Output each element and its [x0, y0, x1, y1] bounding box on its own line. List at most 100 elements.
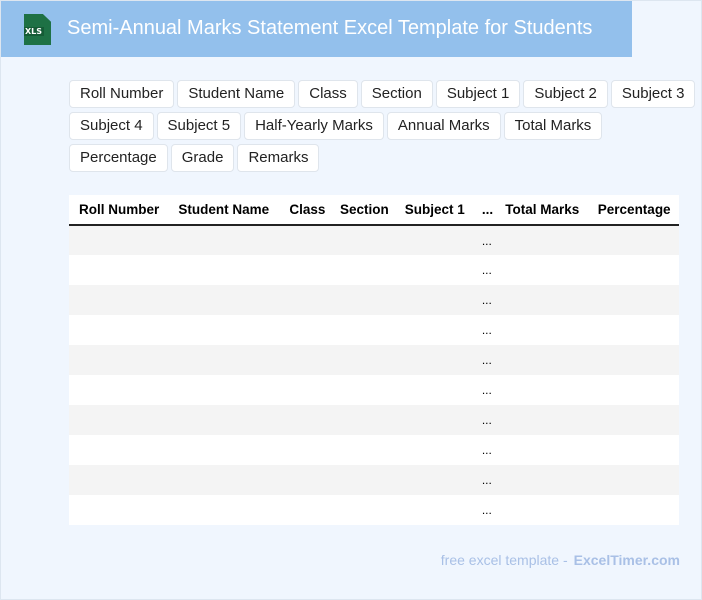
table-cell[interactable]: ... — [471, 225, 496, 255]
table-cell[interactable] — [279, 375, 331, 405]
table-cell[interactable] — [279, 315, 331, 345]
table-cell[interactable] — [168, 345, 280, 375]
table-cell[interactable] — [394, 315, 472, 345]
table-cell[interactable] — [394, 435, 472, 465]
table-cell[interactable] — [394, 255, 472, 285]
table-cell[interactable] — [168, 375, 280, 405]
brand-link[interactable]: ExcelTimer.com — [573, 552, 680, 568]
table-cell[interactable] — [330, 225, 395, 255]
table-cell[interactable]: ... — [471, 375, 496, 405]
table-cell[interactable] — [279, 225, 331, 255]
table-cell[interactable] — [69, 375, 169, 405]
table-cell[interactable] — [587, 495, 679, 525]
table-row: ... — [69, 285, 679, 315]
field-tag[interactable]: Roll Number — [69, 80, 175, 108]
table-cell[interactable] — [587, 315, 679, 345]
table-cell[interactable] — [587, 285, 679, 315]
field-tag[interactable]: Class — [298, 80, 358, 108]
table-cell[interactable] — [587, 255, 679, 285]
table-cell[interactable] — [168, 315, 280, 345]
table-cell[interactable] — [495, 285, 588, 315]
field-tag[interactable]: Student Name — [177, 80, 296, 108]
field-tag[interactable]: Subject 4 — [69, 112, 154, 140]
table-cell[interactable] — [69, 405, 169, 435]
table-cell[interactable]: ... — [471, 495, 496, 525]
table-cell[interactable] — [168, 495, 280, 525]
table-cell[interactable] — [279, 285, 331, 315]
table-cell[interactable] — [394, 405, 472, 435]
table-cell[interactable] — [394, 225, 472, 255]
table-cell[interactable] — [279, 435, 331, 465]
table-cell[interactable] — [394, 495, 472, 525]
field-tag[interactable]: Remarks — [237, 144, 320, 172]
table-cell[interactable] — [587, 465, 679, 495]
table-cell[interactable] — [69, 465, 169, 495]
table-cell[interactable] — [69, 435, 169, 465]
table-cell[interactable] — [587, 225, 679, 255]
table-cell[interactable] — [168, 465, 280, 495]
field-tag[interactable]: Half-Yearly Marks — [244, 112, 384, 140]
table-cell[interactable]: ... — [471, 315, 496, 345]
table-cell[interactable] — [587, 435, 679, 465]
table-cell[interactable] — [495, 405, 588, 435]
table-cell[interactable] — [168, 405, 280, 435]
table-cell[interactable] — [69, 315, 169, 345]
table-cell[interactable] — [587, 345, 679, 375]
table-cell[interactable]: ... — [471, 405, 496, 435]
table-cell[interactable] — [394, 375, 472, 405]
table-cell[interactable] — [330, 255, 395, 285]
table-cell[interactable] — [330, 375, 395, 405]
table-cell[interactable] — [279, 255, 331, 285]
table-cell[interactable] — [495, 225, 588, 255]
table-cell[interactable] — [394, 345, 472, 375]
table-cell[interactable] — [394, 465, 472, 495]
table-cell[interactable] — [69, 495, 169, 525]
table-cell[interactable] — [587, 375, 679, 405]
table-cell[interactable] — [330, 405, 395, 435]
field-tag[interactable]: Subject 2 — [523, 80, 608, 108]
table-cell[interactable]: ... — [471, 345, 496, 375]
table-cell[interactable] — [168, 255, 280, 285]
table-cell[interactable]: ... — [471, 285, 496, 315]
table-cell[interactable] — [587, 405, 679, 435]
table-cell[interactable] — [330, 435, 395, 465]
table-cell[interactable] — [330, 495, 395, 525]
table-cell[interactable] — [330, 345, 395, 375]
table-cell[interactable] — [69, 285, 169, 315]
table-cell[interactable] — [279, 405, 331, 435]
table-cell[interactable] — [279, 345, 331, 375]
field-tag[interactable]: Annual Marks — [386, 112, 501, 140]
table-cell[interactable] — [168, 435, 280, 465]
table-cell[interactable] — [330, 465, 395, 495]
field-tag[interactable]: Section — [360, 80, 433, 108]
table-cell[interactable]: ... — [471, 255, 496, 285]
table-cell[interactable]: ... — [471, 465, 496, 495]
column-header: Total Marks — [495, 195, 588, 226]
field-tag[interactable]: Subject 1 — [435, 80, 521, 108]
table-cell[interactable] — [495, 345, 588, 375]
table-cell[interactable] — [330, 285, 395, 315]
table-cell[interactable] — [394, 285, 472, 315]
table-cell[interactable] — [495, 495, 588, 525]
table-cell[interactable] — [168, 285, 280, 315]
table-cell[interactable] — [495, 315, 588, 345]
table-cell[interactable]: ... — [471, 435, 496, 465]
table-cell[interactable] — [168, 225, 280, 255]
field-tags: Roll Number Student Name Class Section Subje… — [69, 80, 702, 172]
table-cell[interactable] — [330, 315, 395, 345]
table-cell[interactable] — [69, 345, 169, 375]
table-cell[interactable] — [69, 225, 169, 255]
table-cell[interactable] — [495, 375, 588, 405]
table-cell[interactable] — [495, 255, 588, 285]
field-tag[interactable]: Subject 5 — [156, 112, 242, 140]
field-tag[interactable]: Percentage — [69, 144, 168, 172]
field-tag[interactable]: Subject 3 — [610, 80, 696, 108]
footer: free excel template - ExcelTimer.com — [440, 552, 680, 568]
table-cell[interactable] — [495, 465, 588, 495]
table-cell[interactable] — [279, 495, 331, 525]
table-cell[interactable] — [279, 465, 331, 495]
table-cell[interactable] — [495, 435, 588, 465]
field-tag[interactable]: Grade — [170, 144, 235, 172]
field-tag[interactable]: Total Marks — [503, 112, 603, 140]
table-cell[interactable] — [69, 255, 169, 285]
